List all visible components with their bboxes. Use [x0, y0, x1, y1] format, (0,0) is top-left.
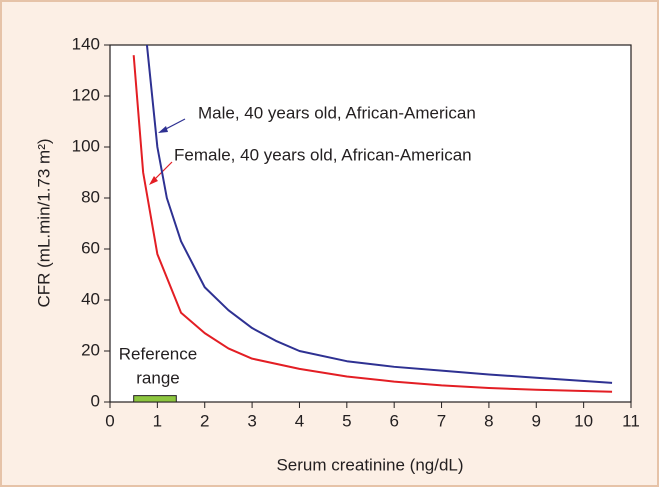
series-line [145, 44, 613, 384]
x-axis-label: Serum creatinine (ng/dL) [276, 455, 463, 474]
y-axis-label: CFR (mL.min/1.73 m²) [34, 138, 53, 307]
y-tick-label: 140 [72, 34, 100, 53]
x-tick-label: 11 [622, 411, 640, 430]
male-arrowhead [158, 126, 168, 133]
series-label: Male, 40 years old, African-American [198, 103, 476, 122]
y-tick-label: 0 [91, 391, 100, 410]
series-label: Female, 40 years old, African-American [174, 145, 472, 164]
x-tick-label: 0 [105, 411, 114, 430]
plot-area [110, 45, 631, 402]
y-tick-label: 100 [72, 136, 100, 155]
female-arrowhead [149, 176, 158, 185]
reference-range [133, 395, 177, 403]
y-tick-label: 60 [81, 238, 100, 257]
x-tick-label: 8 [484, 411, 493, 430]
plot-frame [109, 44, 632, 403]
x-tick-label: 2 [200, 411, 209, 430]
x-tick-label: 6 [389, 411, 398, 430]
reference-label: Reference [119, 344, 197, 363]
y-tick-label: 40 [81, 289, 100, 308]
y-tick-label: 120 [72, 85, 100, 104]
x-tick-label: 10 [574, 411, 593, 430]
y-tick-label: 20 [81, 340, 100, 359]
x-tick-label: 5 [342, 411, 351, 430]
y-tick-label: 80 [81, 187, 100, 206]
reference-label: range [136, 368, 179, 387]
x-tick-label: 4 [295, 411, 304, 430]
x-tick-label: 3 [247, 411, 256, 430]
x-tick-label: 9 [532, 411, 541, 430]
x-tick-label: 1 [153, 411, 162, 430]
x-tick-label: 7 [437, 411, 446, 430]
series-line [132, 55, 613, 393]
